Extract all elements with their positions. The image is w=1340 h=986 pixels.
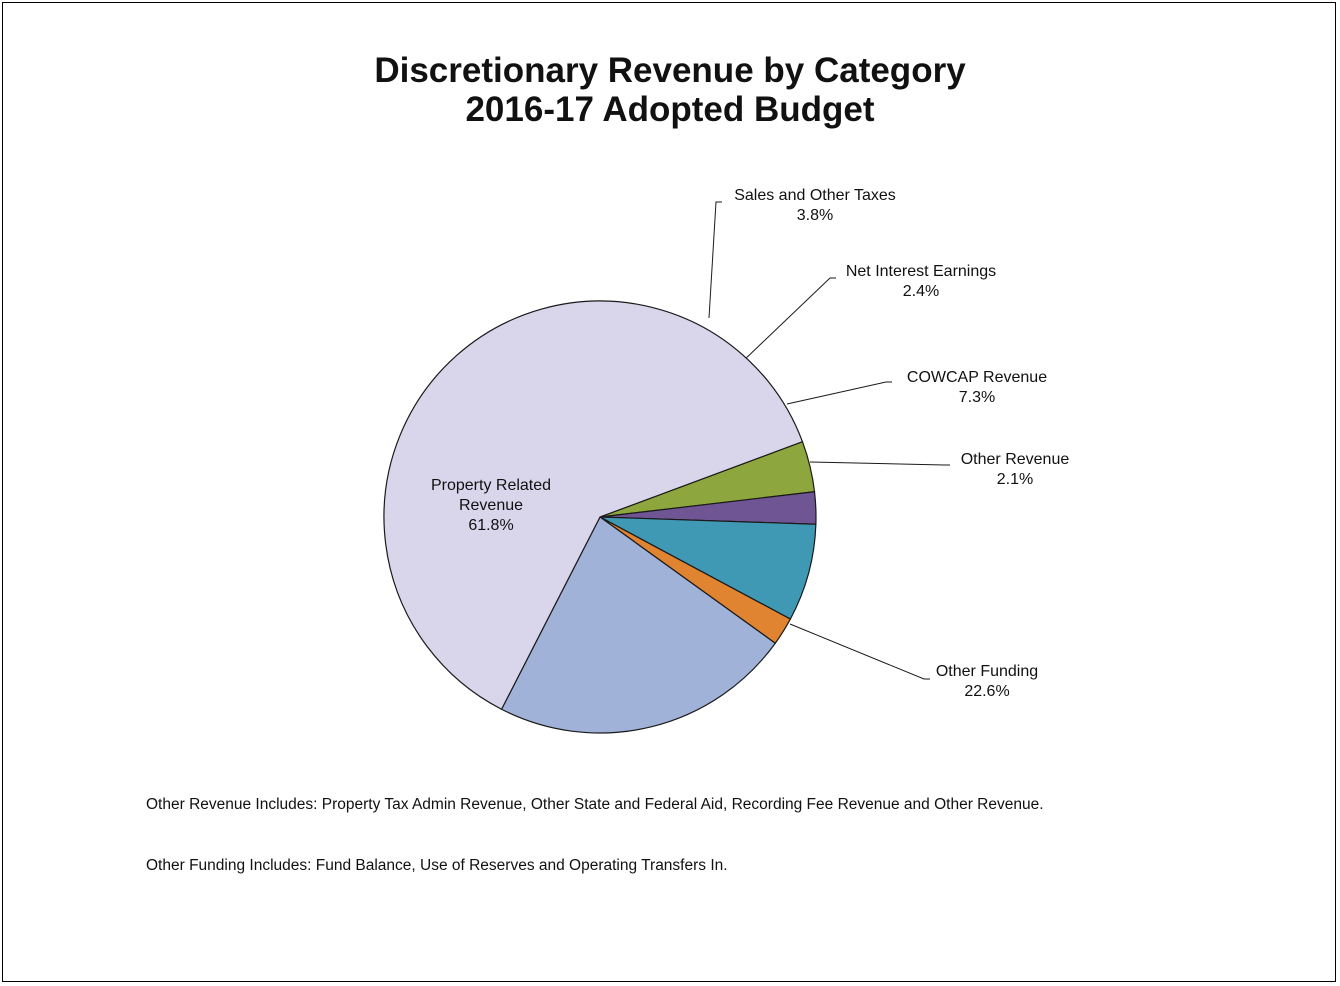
slice-label-other-revenue: Other Revenue: [961, 451, 1070, 468]
pie-slice-cowcap-revenue: [599, 516, 817, 620]
other-funding-note: Other Funding Includes: Fund Balance, Us…: [146, 857, 728, 874]
chart-subtitle: 2016-17 Adopted Budget: [465, 90, 875, 129]
pie-slice-other-funding: [500, 516, 777, 734]
pie-slice-property-related-revenue: [383, 300, 804, 711]
slice-value-other-revenue: 2.1%: [997, 471, 1033, 488]
leader-line-cowcap-revenue: [786, 381, 892, 405]
leader-line-sales-and-other-taxes: [708, 201, 722, 319]
slice-label-property-related-revenue: Revenue: [459, 497, 523, 514]
leader-line-other-funding: [789, 623, 930, 680]
slice-label-other-funding: Other Funding: [936, 663, 1038, 680]
leader-line-net-interest-earnings: [740, 277, 836, 364]
chart-title: Discretionary Revenue by Category: [374, 51, 966, 90]
slice-value-property-related-revenue: 61.8%: [468, 517, 513, 534]
slice-label-cowcap-revenue: COWCAP Revenue: [907, 369, 1047, 386]
leader-line-other-revenue: [809, 461, 950, 466]
slice-value-other-funding: 22.6%: [964, 683, 1009, 700]
other-revenue-note: Other Revenue Includes: Property Tax Adm…: [146, 796, 1044, 813]
slice-value-net-interest-earnings: 2.4%: [903, 283, 939, 300]
slice-label-net-interest-earnings: Net Interest Earnings: [846, 263, 996, 280]
slice-label-property-related-revenue: Property Related: [431, 477, 551, 494]
slice-value-sales-and-other-taxes: 3.8%: [797, 207, 833, 224]
slice-label-sales-and-other-taxes: Sales and Other Taxes: [734, 187, 896, 204]
slice-value-cowcap-revenue: 7.3%: [959, 389, 995, 406]
